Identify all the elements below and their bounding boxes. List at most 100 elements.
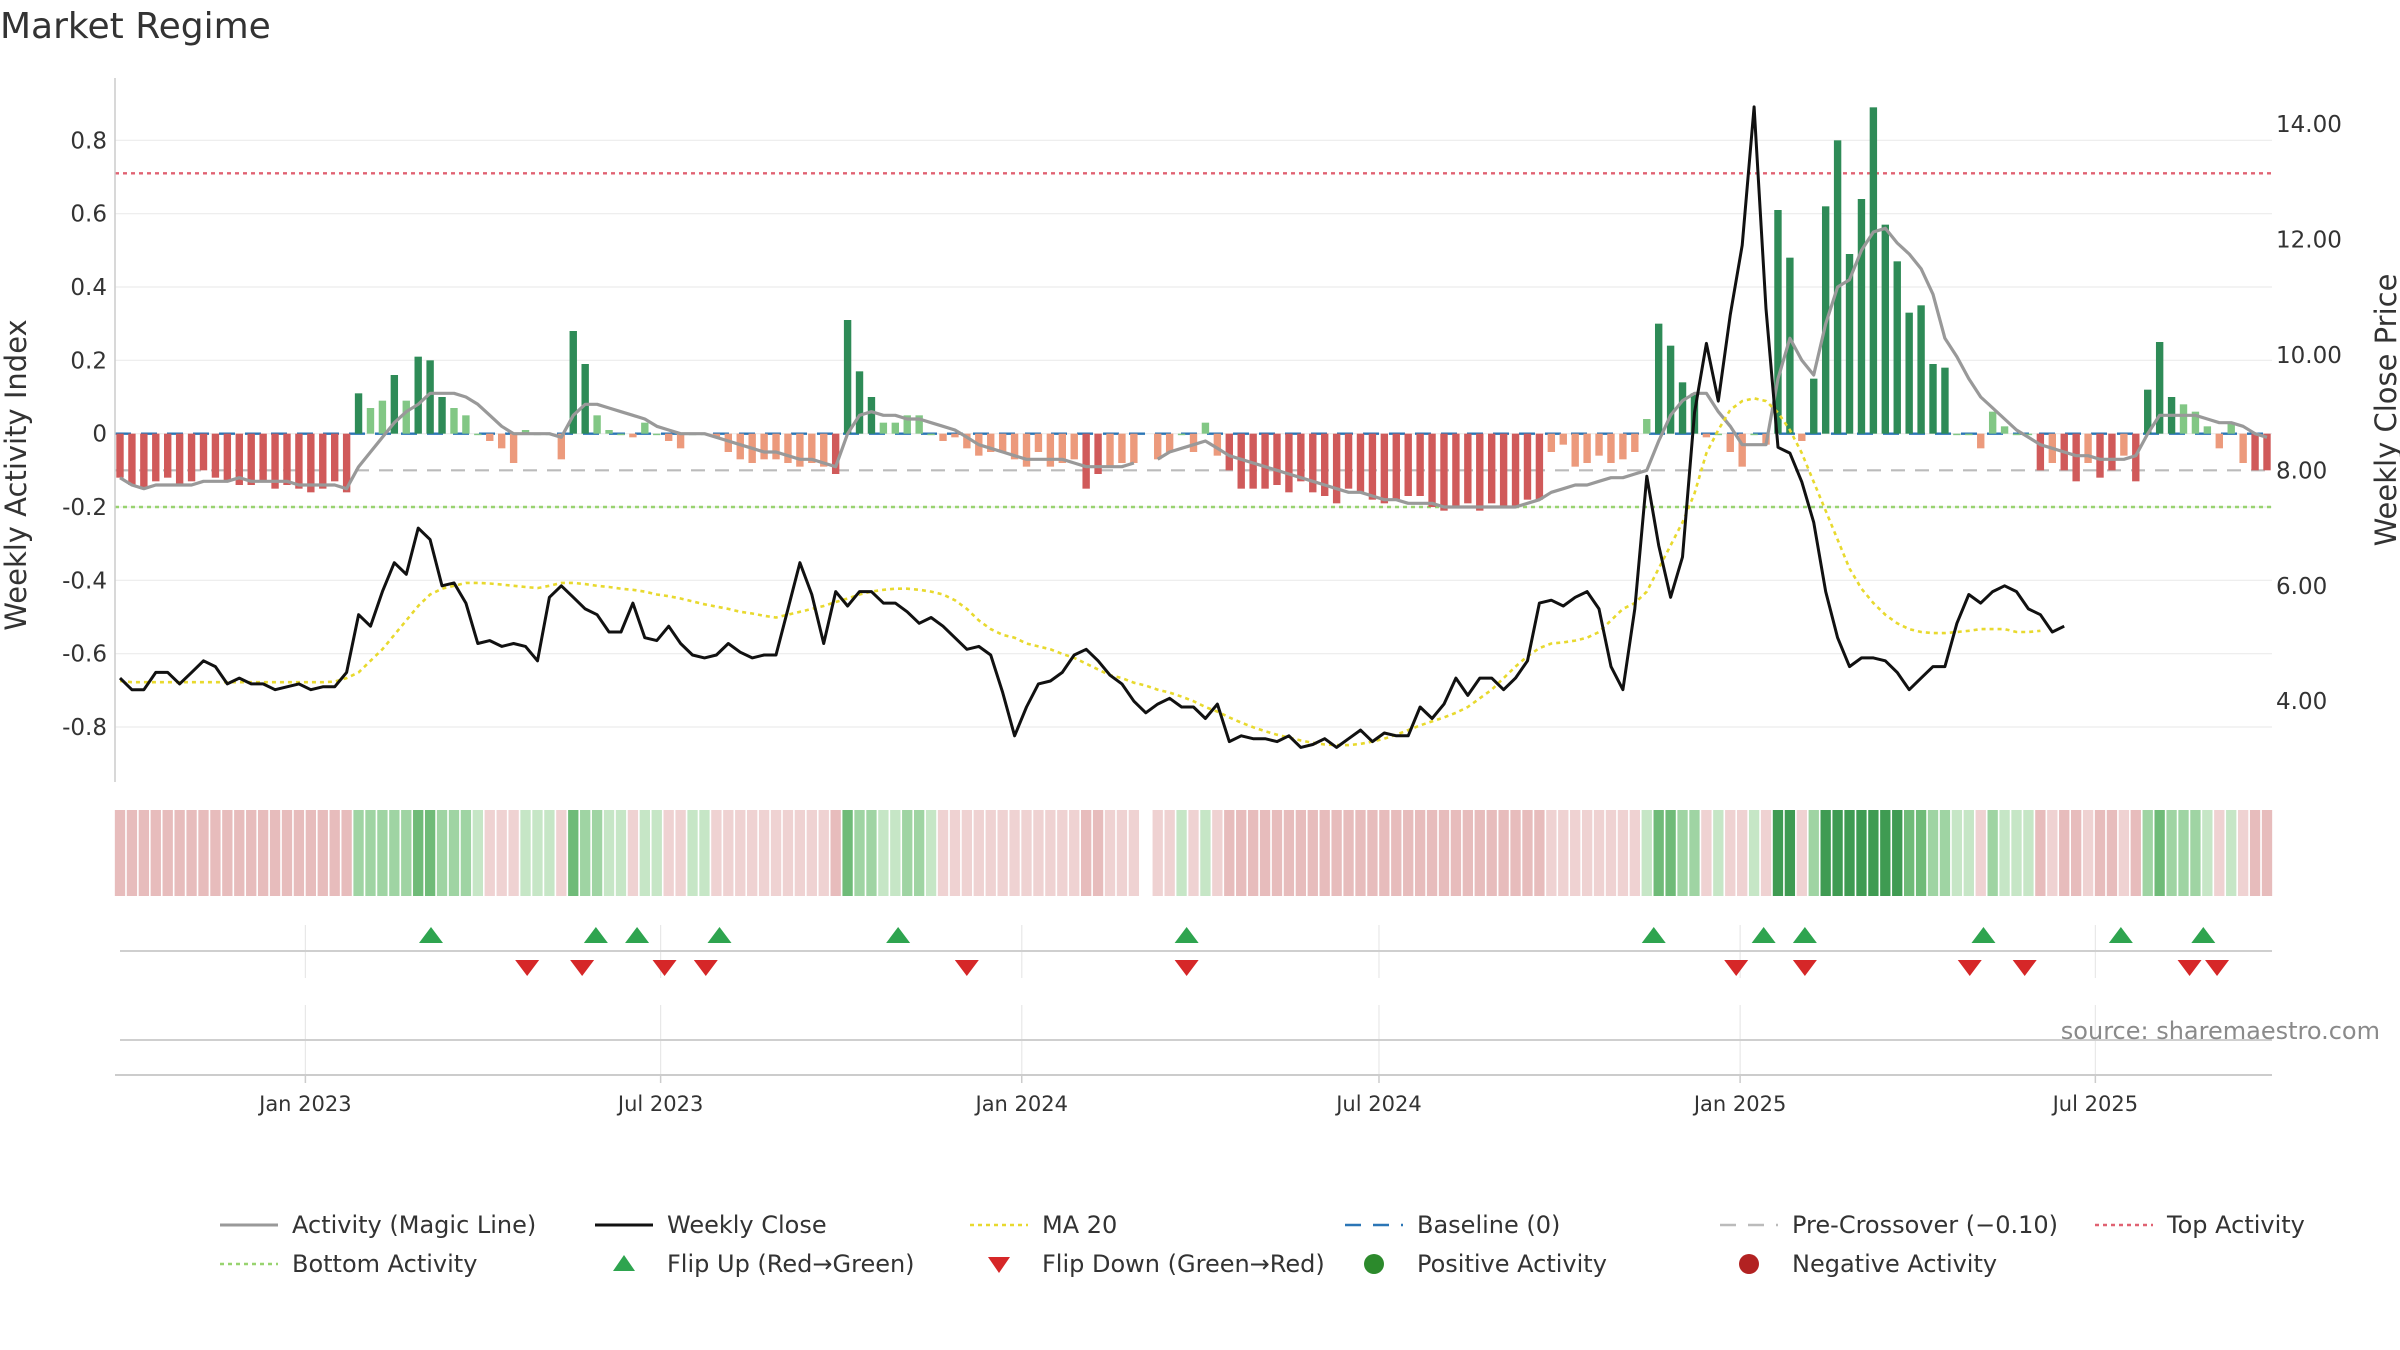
right-axis-label: Weekly Close Price (2369, 274, 2400, 547)
regime-heat-cell (1164, 810, 1175, 896)
regime-heat-cell (150, 810, 161, 896)
activity-bar (1022, 433, 1031, 467)
activity-bar (497, 433, 506, 449)
activity-bar (641, 422, 649, 434)
legend-label: MA 20 (1042, 1211, 1117, 1239)
activity-bar (1857, 199, 1866, 434)
activity-bar (1929, 364, 1937, 434)
activity-bar (235, 433, 243, 485)
activity-bar (187, 433, 196, 482)
regime-heat-cell (2070, 810, 2082, 896)
activity-bar (1165, 433, 1174, 452)
left-tick-label: -0.2 (62, 495, 107, 521)
right-tick-label: 6.00 (2276, 574, 2327, 600)
regime-heat-cell (2094, 810, 2106, 896)
regime-heat-cell (973, 810, 984, 896)
right-tick-label: 12.00 (2276, 228, 2342, 254)
activity-bar (175, 433, 184, 485)
regime-heat-cell (1295, 810, 1307, 896)
activity-bar (438, 397, 446, 434)
activity-bar (1678, 382, 1687, 434)
activity-bar (426, 360, 434, 434)
regime-heat-cell (1152, 810, 1163, 896)
legend-item: Negative Activity (1739, 1250, 1997, 1278)
activity-bar (1309, 433, 1317, 493)
regime-heat-cell (1760, 810, 1772, 896)
activity-bar (307, 433, 315, 493)
activity-bar (1404, 433, 1412, 496)
regime-heat-cell (293, 810, 305, 896)
regime-heat-cell (2142, 810, 2153, 896)
regime-heat-cell (1045, 810, 1056, 896)
regime-heat-cell (842, 810, 853, 896)
regime-heat-cell (1403, 810, 1414, 896)
regime-heat-cell (1522, 810, 1533, 896)
regime-heat-cell (1176, 810, 1187, 896)
right-tick-label: 10.00 (2276, 343, 2342, 369)
regime-heat-cell (1880, 810, 1891, 896)
activity-bar (1321, 433, 1329, 496)
regime-heat-cell (317, 810, 328, 896)
legend-label: Activity (Magic Line) (292, 1211, 536, 1239)
x-tick-label: Jan 2025 (1692, 1092, 1787, 1116)
legend-label: Positive Activity (1417, 1250, 1607, 1278)
regime-heat-cell (747, 810, 758, 896)
regime-heat-cell (1617, 810, 1629, 896)
regime-heat-cell (818, 810, 829, 896)
activity-bar (1058, 433, 1066, 463)
activity-bar (1177, 433, 1186, 436)
chart-title: Market Regime (0, 6, 271, 47)
regime-heat-cell (2178, 810, 2189, 896)
activity-bar (1344, 433, 1353, 489)
activity-bar (2144, 389, 2152, 434)
flip-up-marker (418, 927, 443, 943)
left-tick-label: -0.6 (62, 642, 107, 668)
activity-bar (342, 433, 351, 493)
activity-bar (1774, 210, 1782, 434)
legend: Activity (Magic Line) Weekly Close MA 20 Ba… (220, 1211, 2305, 1278)
regime-heat-cell (925, 810, 937, 896)
regime-heat-cell (1224, 810, 1235, 896)
activity-bar (1702, 433, 1711, 438)
regime-heat-cell (2118, 810, 2130, 896)
regime-heat-cell (699, 810, 710, 896)
activity-bar (1452, 433, 1460, 507)
legend-label: Flip Up (Red→Green) (667, 1250, 915, 1278)
regime-heat-cell (1832, 810, 1843, 896)
regime-heat-cell (1498, 810, 1509, 896)
activity-bar (486, 433, 494, 441)
regime-heat-cell (1200, 810, 1211, 896)
activity-bar (1440, 433, 1448, 511)
flip-down-marker (570, 960, 595, 976)
x-tick-label: Jul 2025 (2051, 1092, 2138, 1116)
regime-heat-cell (2214, 810, 2225, 896)
activity-bar (2191, 411, 2200, 434)
regime-heat-cell (1367, 810, 1378, 896)
regime-heat-cell (651, 810, 662, 896)
activity-bar (1130, 433, 1138, 463)
regime-heat-cell (866, 810, 877, 896)
activity-bar (1917, 305, 1925, 434)
regime-heat-cell (830, 810, 841, 896)
activity-bar (736, 433, 744, 460)
activity-bar (1297, 433, 1305, 482)
regime-heat-cell (532, 810, 543, 896)
regime-heat-cell (460, 810, 472, 896)
activity-bar (1607, 433, 1615, 463)
activity-bar (2036, 433, 2045, 471)
activity-bar (1869, 107, 1878, 434)
activity-bar (211, 433, 220, 478)
regime-heat-cell (448, 810, 460, 896)
regime-heat-cell (329, 810, 340, 896)
flip-up-marker (1174, 927, 1199, 943)
activity-bar (1798, 433, 1806, 441)
activity-bar (998, 433, 1007, 452)
regime-heat-cell (794, 810, 806, 896)
activity-bar (1631, 433, 1639, 452)
activity-bar (164, 433, 172, 478)
activity-bar (808, 433, 816, 463)
activity-bar (2012, 433, 2021, 436)
x-tick-label: Jan 2024 (974, 1092, 1069, 1116)
activity-bar (963, 433, 971, 449)
activity-bar (2215, 433, 2223, 449)
